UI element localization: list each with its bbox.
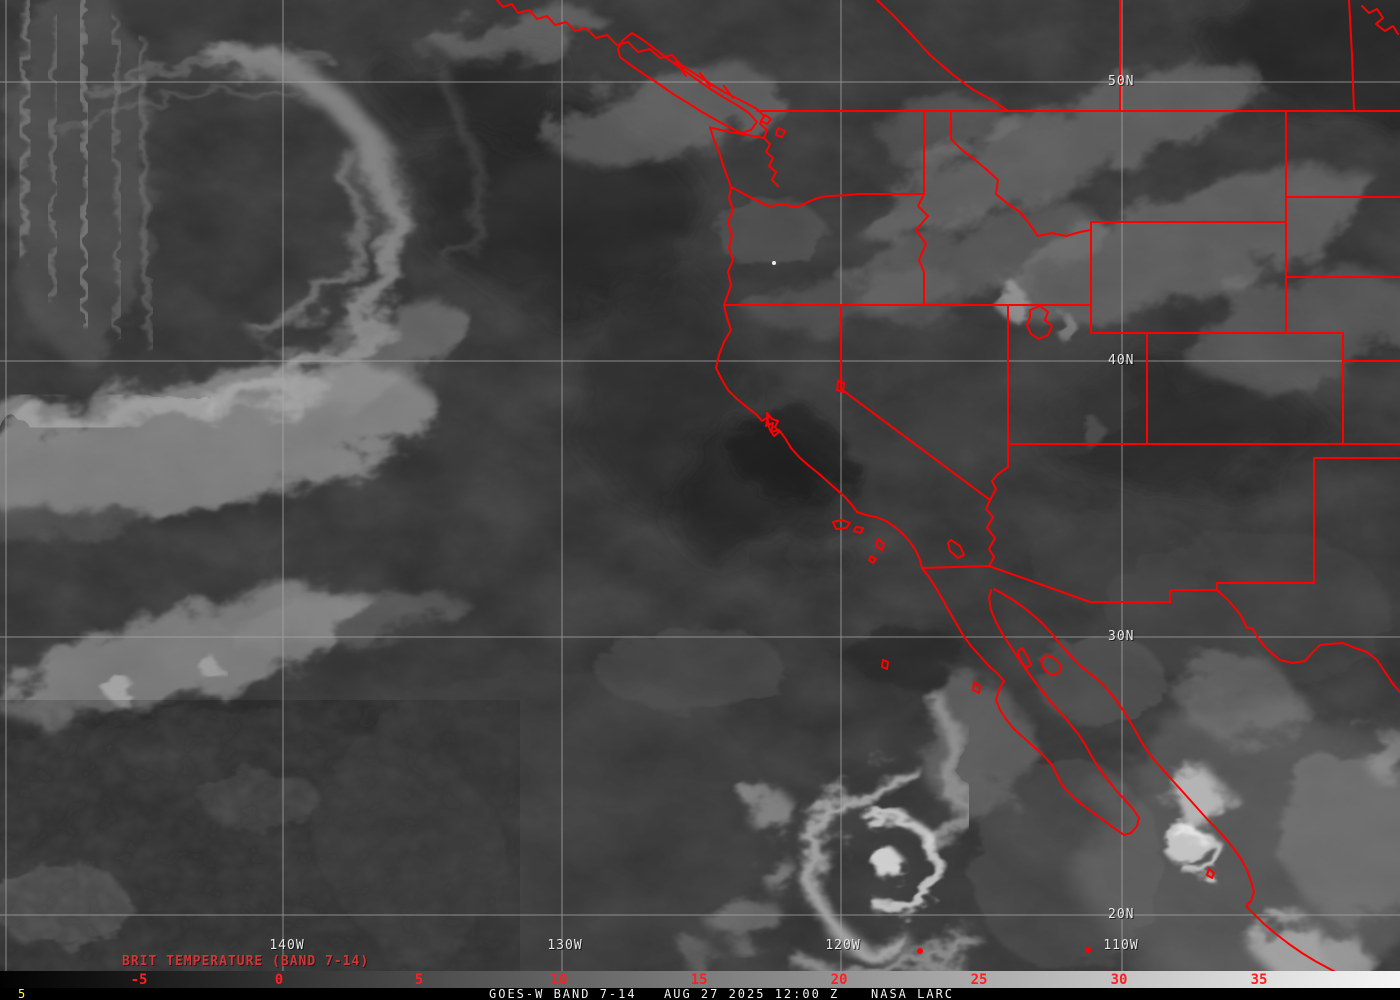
coast-mexico-mainland (993, 588, 1377, 991)
temperature-colorbar (0, 971, 1400, 988)
pacific-cyclone-clouds (0, 0, 482, 537)
coast-us-west (709, 126, 923, 569)
northwest-cloud-bands (435, 8, 1400, 460)
footer-source-label: NASA LARC (871, 987, 955, 1000)
colorbar-tick: 30 (1110, 972, 1128, 988)
lake-tahoe (836, 380, 845, 393)
border-rio-grande (1216, 589, 1400, 693)
colorbar-tick: 0 (274, 972, 284, 988)
storm-position-markers (917, 947, 1091, 954)
border-ca-nv (840, 304, 991, 501)
isla-tiburon (1040, 654, 1062, 676)
storm-marker-icon (917, 948, 923, 954)
colorbar-tick: 5 (414, 972, 424, 988)
puget-sound (756, 108, 779, 187)
lon-label-110w: 110W (1103, 938, 1139, 953)
colorbar-tick: 10 (550, 972, 568, 988)
coast-baja-california (921, 567, 1140, 836)
lon-label-120w: 120W (825, 938, 861, 953)
border-us-mexico (921, 565, 1218, 603)
frame-number: 5 (18, 987, 28, 1000)
brightness-temperature-annotation: BRIT TEMPERATURE (BAND 7-14) (122, 954, 370, 969)
border-sk-mb (1348, 0, 1355, 112)
colorbar-tick: -5 (130, 972, 148, 988)
footer-timestamp-label: AUG 27 2025 12:00 Z (664, 987, 840, 1000)
lat-label-40n: 40N (1108, 353, 1135, 368)
footer-product-label: GOES-W BAND 7-14 (489, 987, 637, 1000)
isla-angel-de-la-guarda (1017, 647, 1032, 669)
lon-label-130w: 130W (547, 938, 583, 953)
vancouver-island (617, 32, 758, 134)
bright-pixel-dot (772, 261, 776, 265)
salton-sea (947, 539, 965, 559)
map-boundaries (496, 0, 1400, 991)
colorbar-tick: 35 (1250, 972, 1268, 988)
border-id-mt (950, 110, 1092, 237)
channel-islands (832, 519, 885, 564)
strait-juan-de-fuca (711, 127, 765, 139)
lon-label-140w: 140W (269, 938, 305, 953)
colorbar-tick: 25 (970, 972, 988, 988)
border-ca-az-colorado-river (985, 499, 996, 567)
storm-marker-icon (1085, 947, 1091, 953)
isla-cedros (972, 681, 981, 694)
cumulus-field-clouds (0, 587, 785, 971)
coast-bc (496, 0, 758, 110)
lat-label-50n: 50N (1108, 74, 1135, 89)
san-francisco-bay (766, 412, 780, 437)
mexico-convection-clouds (1030, 510, 1400, 971)
border-or-id-snake (915, 193, 929, 306)
border-bc-ab (876, 0, 1009, 112)
islas-marias (1206, 868, 1215, 879)
border-wa-or-columbia (730, 186, 925, 208)
manitoba-lakes (1361, 5, 1399, 35)
great-salt-lake (1026, 305, 1053, 340)
lat-label-30n: 30N (1108, 629, 1135, 644)
colorbar-tick: 15 (690, 972, 708, 988)
border-nv-az (989, 443, 1009, 501)
colorbar-tick: 20 (830, 972, 848, 988)
footer-bar (0, 988, 1400, 1000)
border-nm-tx (1216, 457, 1400, 591)
lat-label-20n: 20N (1108, 907, 1135, 922)
isla-guadalupe (881, 659, 889, 670)
